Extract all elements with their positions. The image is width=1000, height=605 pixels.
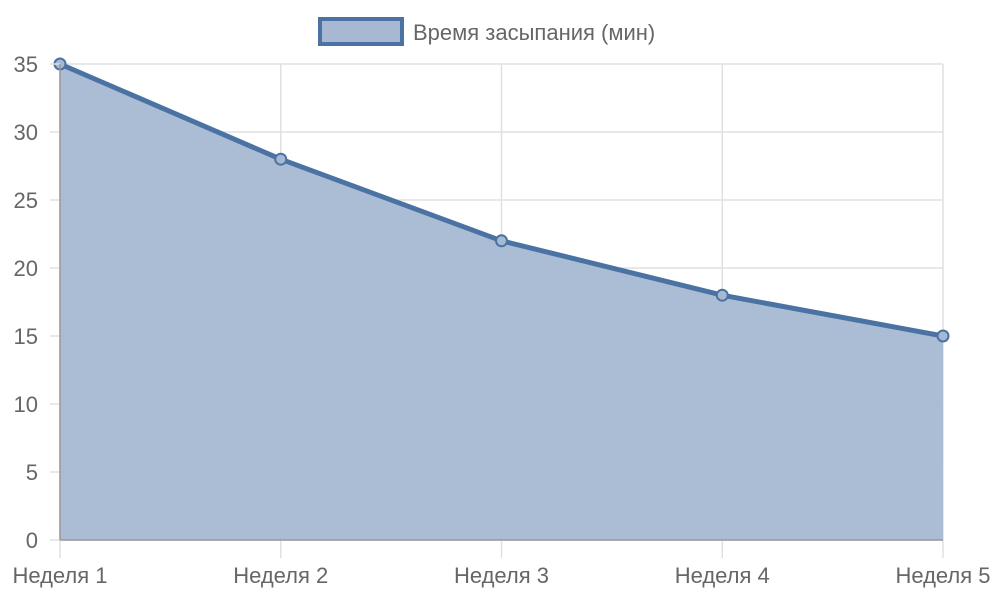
y-tick-label: 20: [14, 256, 38, 281]
data-point[interactable]: [274, 152, 288, 166]
legend[interactable]: Время засыпания (мин): [318, 17, 655, 46]
y-tick-label: 15: [14, 324, 38, 349]
axes: [50, 63, 944, 558]
x-tick-label: Неделя 5: [895, 563, 990, 588]
data-point[interactable]: [715, 288, 729, 302]
plot-area: [53, 57, 950, 540]
y-tick-label: 35: [14, 52, 38, 77]
y-tick-label: 5: [26, 460, 38, 485]
data-point[interactable]: [495, 234, 508, 248]
y-tick-label: 25: [14, 188, 38, 213]
y-tick-label: 0: [26, 528, 38, 553]
data-point[interactable]: [936, 329, 950, 343]
x-tick-label: Неделя 3: [454, 563, 549, 588]
legend-swatch[interactable]: [318, 17, 404, 46]
legend-label[interactable]: Время засыпания (мин): [413, 20, 655, 45]
y-tick-label: 30: [14, 120, 38, 145]
x-tick-label: Неделя 1: [12, 563, 107, 588]
y-tick-label: 10: [14, 392, 38, 417]
series-area-fill: [60, 64, 943, 540]
x-tick-label: Неделя 2: [233, 563, 328, 588]
x-tick-label: Неделя 4: [675, 563, 770, 588]
tick-labels: 0 5 10 15 20 25 30 35 Неделя 1 Неделя 2 Неделя 3 Не…: [12, 52, 990, 588]
